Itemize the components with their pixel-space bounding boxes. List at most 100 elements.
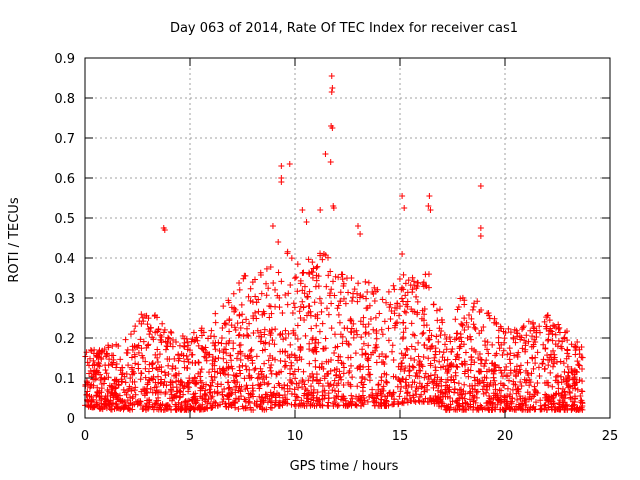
data-point [530,365,537,372]
data-point [254,327,261,334]
data-point [146,331,153,338]
data-point [556,329,563,336]
data-point [344,402,351,409]
data-point [494,390,501,397]
data-point [240,275,247,282]
data-point [367,371,374,378]
data-point [248,346,255,353]
data-point [336,368,343,375]
y-tick-label: 0.4 [54,252,75,267]
data-point [340,295,347,302]
data-point [357,402,364,409]
data-point [226,316,233,323]
outlier-point [477,233,484,239]
data-point [289,309,296,316]
data-point [503,363,510,370]
data-point [220,365,227,372]
data-point [436,394,443,401]
data-point [153,397,160,404]
data-point [176,389,183,396]
data-point [470,397,477,404]
data-point [280,397,287,404]
data-point [416,361,423,368]
data-point [268,361,275,368]
data-point [357,292,364,299]
data-point [432,348,439,355]
data-point [272,286,279,293]
data-point [322,335,329,342]
data-point [113,341,120,348]
data-point [309,335,316,342]
data-point [242,363,249,370]
data-point [104,350,111,357]
data-point [370,326,377,333]
data-point [291,368,298,375]
data-point [422,282,429,289]
outlier-point [477,225,484,231]
data-point [225,392,232,399]
data-point [244,404,251,411]
data-point [457,295,464,302]
data-point [149,389,156,396]
data-point [550,400,557,407]
data-point [103,405,110,412]
data-point [146,361,153,368]
data-point [483,357,490,364]
data-point [279,331,286,338]
data-point [331,349,338,356]
plot-frame [84,57,611,419]
data-point [541,366,548,373]
data-point [191,396,198,403]
data-point [447,362,454,369]
data-point [88,373,95,380]
data-point [525,338,532,345]
data-point [142,374,149,381]
data-point [155,326,162,333]
data-point [566,388,573,395]
data-point [145,341,152,348]
data-point [427,395,434,402]
data-point [513,363,520,370]
data-point [230,290,237,297]
data-point [508,400,515,407]
data-point [296,308,303,315]
data-point [152,400,159,407]
data-point [411,282,418,289]
data-point [88,398,95,405]
data-point [532,354,539,361]
data-point [109,386,116,393]
data-point [198,379,205,386]
data-point [400,319,407,326]
data-point [235,332,242,339]
data-point [473,406,480,413]
data-point [275,380,282,387]
data-point [456,343,463,350]
data-point [175,357,182,364]
data-point [483,368,490,375]
data-point [113,364,120,371]
data-point [452,372,459,379]
y-tick-label: 0.9 [54,52,75,67]
data-point [438,317,445,323]
data-point [568,368,575,375]
data-point [93,371,100,378]
data-point [245,399,252,406]
data-point [320,365,327,372]
y-tick-label: 0 [67,412,75,427]
data-point [358,334,365,341]
data-point [406,367,413,374]
data-point [208,394,215,401]
data-point [461,360,468,367]
data-point [185,397,192,404]
data-point [524,359,531,366]
data-point [112,400,119,407]
data-point [201,353,208,360]
data-point [305,256,312,263]
data-point [225,339,232,346]
data-point [223,350,230,357]
data-point [225,379,232,386]
data-point [335,274,342,281]
data-point [142,365,149,372]
data-point [489,360,496,367]
data-point [184,356,191,363]
